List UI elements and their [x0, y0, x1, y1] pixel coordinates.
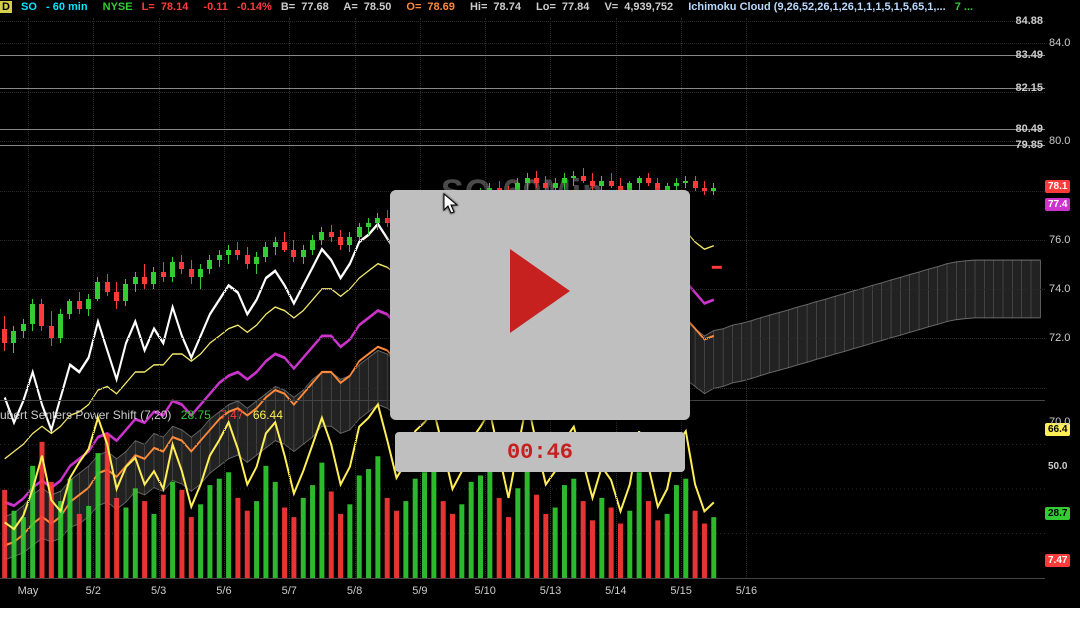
header-change: -0.11: [203, 1, 227, 13]
y-axis-label: 72.0: [1049, 332, 1070, 344]
chart-header: D SO - 60 min NYSE L=78.14 -0.11 -0.14% …: [0, 0, 1080, 16]
x-axis-label: May: [18, 585, 39, 597]
price-badge: 78.1: [1045, 180, 1070, 193]
gridline-vertical: [224, 18, 225, 578]
header-d-badge: D: [0, 1, 12, 13]
gridline-vertical: [93, 18, 94, 578]
header-vol: V=4,939,752: [604, 1, 679, 13]
x-axis-label: 5/15: [670, 585, 691, 597]
gridline-horizontal: [0, 92, 1045, 93]
indicator-v3: 66.44: [253, 408, 283, 422]
frame-bottom: [0, 608, 1080, 622]
x-axis-label: 5/8: [347, 585, 362, 597]
y-axis: 84.080.076.074.072.078.177.466.450.028.7…: [1045, 18, 1080, 578]
x-axis-label: 5/13: [540, 585, 561, 597]
y-axis-label: 70.0: [1049, 416, 1070, 428]
header-ask: A=78.50: [343, 1, 397, 13]
reference-line-label: 84.88: [1015, 15, 1043, 27]
x-axis-label: 5/7: [282, 585, 297, 597]
video-time-bar[interactable]: 00:46: [395, 432, 685, 472]
video-overlay: [390, 190, 690, 420]
indicator-label: ubert Senters Power Shift (7,20) 28.75 7…: [0, 408, 289, 422]
play-button[interactable]: [510, 249, 570, 333]
y-axis-label: 80.0: [1049, 135, 1070, 147]
header-last: L=78.14: [142, 1, 195, 13]
gridline-vertical: [28, 18, 29, 578]
price-badge: 77.4: [1045, 198, 1070, 211]
x-axis-label: 5/14: [605, 585, 626, 597]
indicator-v1: 28.75: [181, 408, 211, 422]
reference-line-label: 80.49: [1015, 123, 1043, 135]
reference-line: [0, 21, 1045, 22]
header-hi: Hi=78.74: [470, 1, 527, 13]
indicator-badge: 50.0: [1045, 460, 1070, 473]
gridline-vertical: [746, 18, 747, 578]
reference-line-label: 83.49: [1015, 49, 1043, 61]
reference-line-label: 82.15: [1015, 82, 1043, 94]
header-lo: Lo=77.84: [536, 1, 595, 13]
header-change-pct: -0.14%: [237, 1, 272, 13]
gridline-horizontal: [0, 43, 1045, 44]
reference-line-label: 79.85: [1015, 139, 1043, 151]
gridline-vertical: [289, 18, 290, 578]
x-axis-label: 5/16: [736, 585, 757, 597]
indicator-badge: 28.7: [1045, 507, 1070, 520]
header-study: Ichimoku Cloud (9,26,52,26,1,26,1,1,1,5,…: [688, 1, 945, 13]
x-axis-label: 5/9: [412, 585, 427, 597]
x-axis-label: 5/10: [474, 585, 495, 597]
chart-window: D SO - 60 min NYSE L=78.14 -0.11 -0.14% …: [0, 0, 1080, 622]
header-exchange: NYSE: [103, 1, 133, 13]
header-bid: B=77.68: [281, 1, 335, 13]
header-open: O=78.69: [406, 1, 461, 13]
reference-line: [0, 145, 1045, 146]
header-symbol: SO - 60 min: [21, 1, 94, 13]
y-axis-label: 76.0: [1049, 234, 1070, 246]
gridline-vertical: [355, 18, 356, 578]
gridline-horizontal: [0, 141, 1045, 142]
indicator-svg: [0, 400, 1045, 578]
x-axis-label: 5/2: [86, 585, 101, 597]
reference-line: [0, 88, 1045, 89]
gridline-vertical: [159, 18, 160, 578]
video-timestamp: 00:46: [507, 440, 573, 465]
header-study-trailing: 7 ...: [955, 1, 973, 13]
y-axis-label: 84.0: [1049, 37, 1070, 49]
x-axis-label: 5/3: [151, 585, 166, 597]
x-axis-label: 5/6: [216, 585, 231, 597]
reference-line: [0, 129, 1045, 130]
reference-line: [0, 55, 1045, 56]
indicator-name: ubert Senters Power Shift (7,20): [0, 408, 171, 422]
x-axis: May 5/2 5/3 5/6 5/7 5/8 5/9 5/10 5/13 5/14 5/15 5/1…: [0, 578, 1045, 609]
indicator-badge: 7.47: [1045, 554, 1070, 567]
y-axis-label: 74.0: [1049, 283, 1070, 295]
